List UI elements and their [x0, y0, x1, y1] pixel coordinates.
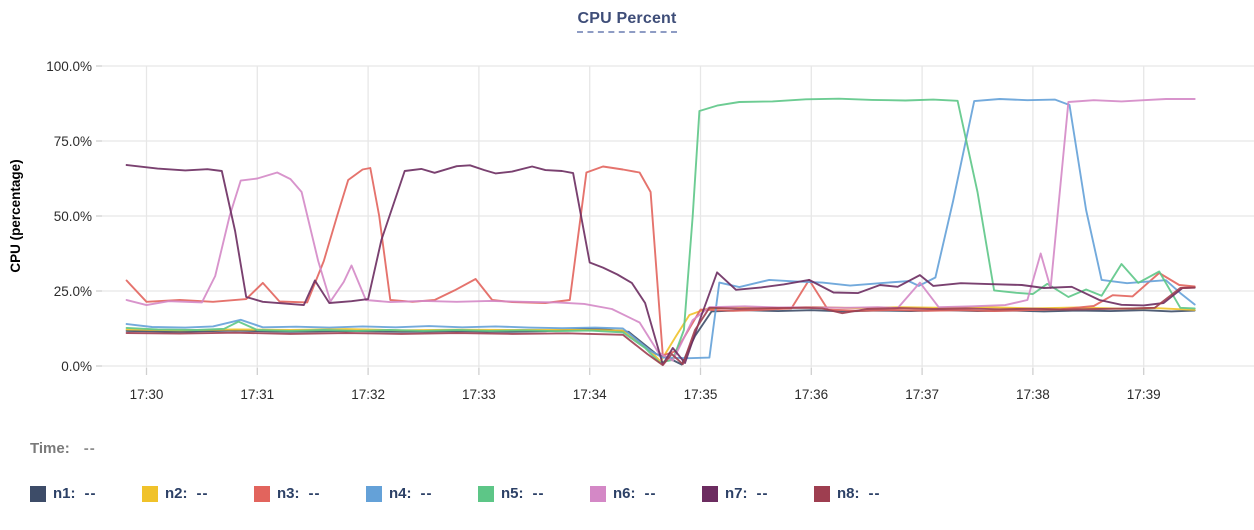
time-label: Time: [30, 440, 70, 457]
legend-series-value: -- [196, 485, 209, 502]
legend-item-n1[interactable]: n1: -- [30, 485, 142, 502]
legend-label: n1: [53, 485, 76, 502]
y-tick-label-75.0%: 75.0% [54, 134, 92, 149]
legend-series-value: -- [84, 485, 97, 502]
y-axis-title: CPU (percentage) [8, 159, 23, 272]
legend-swatch-n4 [366, 485, 382, 502]
chart-title[interactable]: CPU Percent [577, 10, 677, 33]
legend-swatch-n8 [814, 485, 830, 502]
legend-swatch-n5 [478, 485, 494, 502]
y-tick-label-0.0%: 0.0% [61, 359, 92, 374]
chart-title-row: CPU Percent [0, 10, 1254, 33]
x-tick-label-17:37: 17:37 [905, 387, 939, 402]
series-line-n1 [125, 309, 1196, 366]
legend-item-n8[interactable]: n8: -- [814, 485, 926, 502]
legend-item-n7[interactable]: n7: -- [702, 485, 814, 502]
series-legend: n1: -- n2: -- n3: -- n4: -- n5: -- n6: -- n7: -- n8: -- [30, 485, 926, 502]
legend-label: n6: [613, 485, 636, 502]
legend-swatch-n3 [254, 485, 270, 502]
legend-swatch-n6 [590, 485, 606, 502]
x-tick-label-17:33: 17:33 [462, 387, 496, 402]
series-line-n7 [125, 164, 1196, 366]
time-value: -- [83, 440, 96, 457]
legend-series-value: -- [644, 485, 657, 502]
legend-label: n3: [277, 485, 300, 502]
time-readout: Time: -- [30, 440, 96, 457]
series-line-n8 [125, 286, 1196, 367]
x-tick-label-17:38: 17:38 [1016, 387, 1050, 402]
x-tick-label-17:36: 17:36 [794, 387, 828, 402]
legend-series-value: -- [308, 485, 321, 502]
legend-swatch-n7 [702, 485, 718, 502]
legend-series-value: -- [532, 485, 545, 502]
legend-item-n4[interactable]: n4: -- [366, 485, 478, 502]
y-tick-label-50.0%: 50.0% [54, 209, 92, 224]
x-tick-label-17:30: 17:30 [130, 387, 164, 402]
x-tick-label-17:34: 17:34 [573, 387, 607, 402]
legend-label: n2: [165, 485, 188, 502]
x-tick-label-17:31: 17:31 [240, 387, 274, 402]
legend-label: n5: [501, 485, 524, 502]
legend-item-n5[interactable]: n5: -- [478, 485, 590, 502]
series-line-n6 [125, 98, 1196, 362]
series-line-n2 [125, 305, 1196, 363]
legend-item-n3[interactable]: n3: -- [254, 485, 366, 502]
series-line-n5 [125, 97, 1196, 364]
y-tick-label-100.0%: 100.0% [46, 59, 92, 74]
series-line-n3 [125, 165, 1196, 357]
legend-label: n4: [389, 485, 412, 502]
legend-label: n7: [725, 485, 748, 502]
legend-swatch-n2 [142, 485, 158, 502]
legend-label: n8: [837, 485, 860, 502]
cpu-percent-line-chart: 0.0% 25.0% 50.0% 75.0% 100.0% 17:30 17:31 17:32… [8, 59, 1254, 402]
y-tick-label-25.0%: 25.0% [54, 284, 92, 299]
x-tick-label-17:35: 17:35 [684, 387, 718, 402]
legend-swatch-n1 [30, 485, 46, 502]
x-tick-label-17:39: 17:39 [1127, 387, 1161, 402]
x-tick-label-17:32: 17:32 [351, 387, 385, 402]
legend-series-value: -- [868, 485, 881, 502]
legend-series-value: -- [756, 485, 769, 502]
legend-item-n6[interactable]: n6: -- [590, 485, 702, 502]
legend-item-n2[interactable]: n2: -- [142, 485, 254, 502]
legend-series-value: -- [420, 485, 433, 502]
